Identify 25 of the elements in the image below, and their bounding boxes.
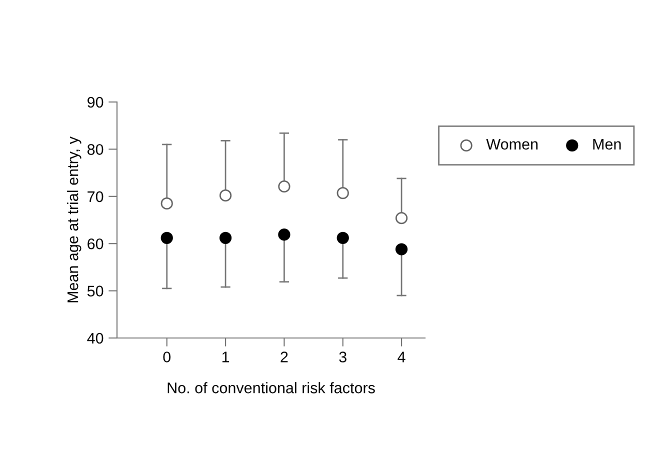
point (219, 232, 232, 244)
point (395, 243, 408, 256)
y-axis-title: Mean age at trial entry, y (67, 136, 82, 302)
point (278, 228, 290, 241)
y-tick-label: 50 (87, 286, 104, 296)
point (395, 212, 408, 224)
x-tick-label: 0 (163, 352, 171, 362)
legend-label: Women (486, 138, 538, 150)
x-tick-label: 4 (398, 352, 406, 362)
point (278, 180, 290, 193)
point (160, 232, 173, 244)
x-axis-title: No. of conventional risk factors (168, 382, 375, 394)
legend-label: Men (593, 138, 621, 150)
y-tick-label: 80 (87, 144, 104, 155)
y-tick-label: 40 (87, 332, 104, 344)
point (336, 232, 349, 244)
y-tick-label: 60 (88, 238, 104, 250)
x-tick-label: 1 (222, 352, 230, 362)
y-tick-label: 90 (88, 96, 104, 108)
x-tick-label: 3 (339, 352, 346, 362)
point (219, 189, 232, 202)
y-tick-label: 70 (88, 191, 104, 202)
point (336, 187, 349, 200)
point (160, 197, 173, 210)
x-tick-label: 2 (280, 352, 288, 362)
